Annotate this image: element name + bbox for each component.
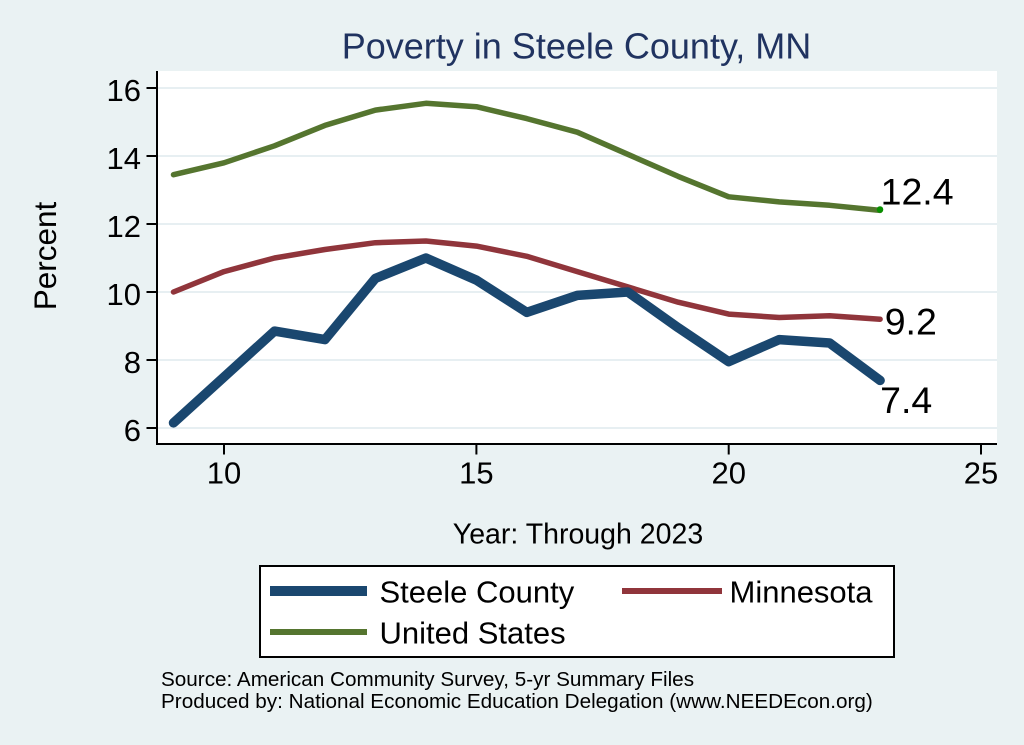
svg-text:Poverty in Steele County, MN: Poverty in Steele County, MN: [342, 26, 812, 67]
svg-text:Steele County: Steele County: [380, 575, 575, 610]
svg-text:14: 14: [107, 141, 141, 176]
svg-text:8: 8: [124, 345, 141, 380]
svg-text:Minnesota: Minnesota: [730, 575, 874, 610]
svg-text:25: 25: [964, 456, 998, 491]
svg-text:Source: American Community Sur: Source: American Community Survey, 5-yr …: [161, 668, 694, 691]
svg-text:Produced by: National Economic: Produced by: National Economic Education…: [161, 690, 873, 713]
svg-text:United States: United States: [380, 616, 566, 651]
svg-text:9.2: 9.2: [885, 301, 937, 343]
svg-text:7.4: 7.4: [880, 379, 932, 421]
svg-text:15: 15: [459, 456, 493, 491]
svg-text:16: 16: [107, 73, 141, 108]
svg-text:6: 6: [124, 413, 141, 448]
svg-text:10: 10: [107, 277, 141, 312]
svg-text:Percent: Percent: [27, 201, 63, 310]
svg-text:20: 20: [711, 456, 745, 491]
svg-text:12: 12: [107, 209, 141, 244]
svg-text:Year: Through 2023: Year: Through 2023: [453, 519, 703, 551]
svg-text:12.4: 12.4: [881, 171, 954, 213]
svg-text:10: 10: [207, 456, 241, 491]
